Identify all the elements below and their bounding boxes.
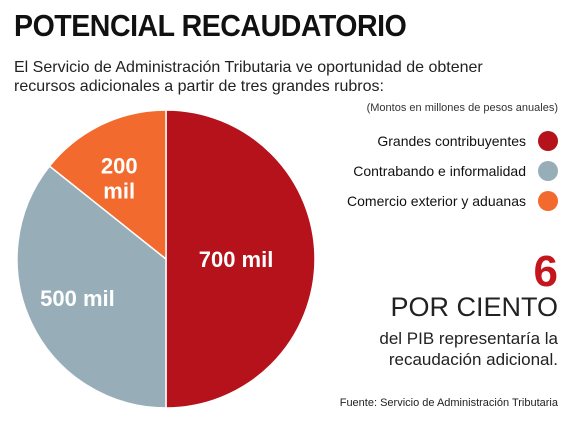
source-note: Fuente: Servicio de Administración Tribu… bbox=[339, 397, 558, 409]
legend-item-grandes-contribuyentes: Grandes contribuyentes bbox=[347, 130, 558, 152]
legend-label: Grandes contribuyentes bbox=[377, 133, 526, 149]
pie-slice-2 bbox=[48, 109, 167, 261]
pie-slice-label-2: 200 mil bbox=[101, 153, 138, 203]
chart-title: POTENCIAL RECAUDATORIO bbox=[14, 8, 407, 43]
callout-unit: POR CIENTO bbox=[390, 292, 558, 322]
pie-slice-1 bbox=[16, 165, 167, 409]
pie-slice-0 bbox=[165, 109, 316, 409]
legend-swatch bbox=[538, 131, 558, 151]
legend: Grandes contribuyentes Contrabando e inf… bbox=[347, 130, 558, 220]
pie-slice-label-1: 500 mil bbox=[40, 286, 115, 311]
legend-item-comercio-exterior: Comercio exterior y aduanas bbox=[347, 190, 558, 212]
callout-number: 6 bbox=[533, 247, 558, 296]
callout-text: del PIB representaría la recaudación adi… bbox=[379, 329, 558, 369]
legend-item-contrabando: Contrabando e informalidad bbox=[347, 160, 558, 182]
pie-slice-label-0: 700 mil bbox=[199, 247, 274, 272]
legend-label: Comercio exterior y aduanas bbox=[347, 193, 526, 209]
units-note: (Montos en millones de pesos anuales) bbox=[366, 102, 558, 114]
legend-swatch bbox=[538, 161, 558, 181]
legend-label: Contrabando e informalidad bbox=[353, 163, 526, 179]
legend-swatch bbox=[538, 191, 558, 211]
chart-subtitle: El Servicio de Administración Tributaria… bbox=[14, 59, 483, 95]
